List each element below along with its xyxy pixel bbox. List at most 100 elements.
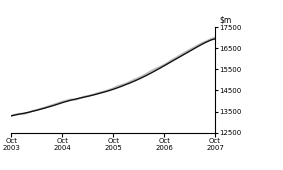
Trend — [154, 70, 157, 72]
Seasonally Adjusted — [78, 97, 81, 99]
Seasonally Adjusted — [158, 66, 162, 68]
Trend — [124, 83, 128, 86]
Trend — [112, 88, 115, 90]
Trend — [175, 57, 179, 59]
Seasonally Adjusted — [90, 94, 94, 96]
Trend — [65, 100, 68, 102]
Trend — [141, 76, 145, 78]
Trend — [10, 115, 13, 117]
Trend — [73, 98, 77, 100]
Seasonally Adjusted — [145, 72, 149, 74]
Seasonally Adjusted — [44, 106, 47, 108]
Trend — [14, 114, 17, 116]
Trend — [150, 72, 153, 74]
Trend — [133, 80, 136, 82]
Trend — [99, 92, 102, 94]
Seasonally Adjusted — [52, 104, 55, 106]
Trend — [52, 104, 55, 106]
Seasonally Adjusted — [86, 95, 89, 97]
Seasonally Adjusted — [10, 115, 13, 117]
Seasonally Adjusted — [39, 108, 43, 110]
Trend — [171, 60, 174, 62]
Seasonally Adjusted — [137, 77, 140, 79]
Seasonally Adjusted — [22, 113, 26, 115]
Trend — [39, 108, 43, 110]
Seasonally Adjusted — [65, 100, 68, 102]
Seasonally Adjusted — [14, 113, 17, 115]
Trend — [95, 93, 98, 95]
Seasonally Adjusted — [141, 75, 145, 77]
Seasonally Adjusted — [188, 49, 191, 51]
Seasonally Adjusted — [209, 38, 213, 40]
Trend — [158, 67, 162, 69]
Seasonally Adjusted — [82, 96, 85, 98]
Seasonally Adjusted — [167, 61, 170, 63]
Seasonally Adjusted — [31, 110, 34, 112]
Trend — [31, 110, 34, 112]
Seasonally Adjusted — [196, 44, 200, 46]
Seasonally Adjusted — [56, 102, 60, 104]
Trend — [48, 106, 51, 108]
Seasonally Adjusted — [171, 58, 174, 61]
Trend — [107, 90, 111, 92]
Seasonally Adjusted — [116, 85, 119, 87]
Trend — [78, 97, 81, 99]
Seasonally Adjusted — [205, 40, 208, 42]
Text: $m: $m — [219, 15, 231, 24]
Seasonally Adjusted — [107, 89, 111, 91]
Seasonally Adjusted — [69, 98, 72, 100]
Seasonally Adjusted — [103, 90, 106, 92]
Trend — [103, 91, 106, 93]
Trend — [145, 74, 149, 76]
Trend — [44, 107, 47, 109]
Seasonally Adjusted — [154, 68, 157, 70]
Trend — [86, 95, 89, 97]
Seasonally Adjusted — [192, 46, 196, 48]
Seasonally Adjusted — [133, 79, 136, 81]
Seasonally Adjusted — [124, 82, 128, 84]
Line: Trend: Trend — [11, 39, 215, 116]
Trend — [90, 94, 94, 96]
Trend — [192, 48, 196, 50]
Seasonally Adjusted — [201, 42, 204, 44]
Seasonally Adjusted — [150, 70, 153, 72]
Trend — [162, 65, 166, 67]
Trend — [209, 39, 213, 41]
Seasonally Adjusted — [99, 91, 102, 93]
Seasonally Adjusted — [213, 36, 217, 38]
Trend — [116, 87, 119, 89]
Seasonally Adjusted — [95, 93, 98, 95]
Seasonally Adjusted — [73, 99, 77, 101]
Seasonally Adjusted — [162, 64, 166, 66]
Trend — [205, 41, 208, 43]
Seasonally Adjusted — [18, 113, 22, 115]
Trend — [167, 62, 170, 64]
Seasonally Adjusted — [175, 56, 179, 58]
Seasonally Adjusted — [120, 84, 123, 86]
Trend — [27, 111, 30, 113]
Trend — [184, 53, 187, 55]
Seasonally Adjusted — [48, 105, 51, 107]
Seasonally Adjusted — [128, 81, 132, 83]
Seasonally Adjusted — [61, 101, 64, 103]
Trend — [18, 113, 22, 115]
Seasonally Adjusted — [35, 109, 38, 111]
Trend — [196, 45, 200, 47]
Trend — [213, 38, 217, 40]
Seasonally Adjusted — [184, 51, 187, 53]
Trend — [22, 112, 26, 114]
Trend — [69, 99, 72, 101]
Trend — [179, 55, 183, 57]
Seasonally Adjusted — [27, 112, 30, 114]
Trend — [188, 50, 191, 52]
Trend — [120, 85, 123, 87]
Trend — [137, 78, 140, 80]
Trend — [35, 109, 38, 111]
Seasonally Adjusted — [112, 87, 115, 89]
Trend — [82, 96, 85, 98]
Line: Seasonally Adjusted: Seasonally Adjusted — [11, 37, 215, 116]
Trend — [61, 102, 64, 104]
Trend — [128, 82, 132, 84]
Trend — [201, 43, 204, 45]
Trend — [56, 103, 60, 105]
